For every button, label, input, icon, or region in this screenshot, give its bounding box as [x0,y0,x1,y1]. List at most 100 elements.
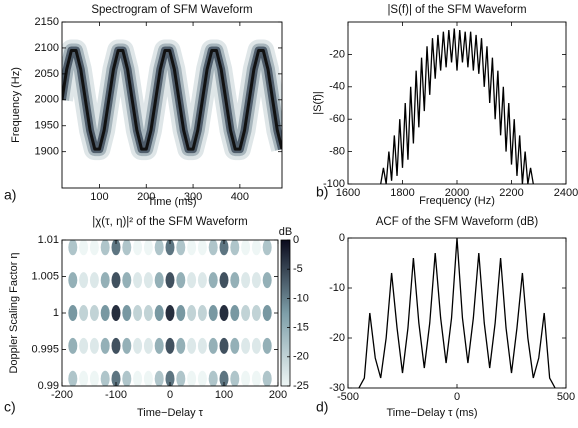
heat-cell [176,337,186,354]
colorbar-tick-label: 0 [293,234,299,246]
colorbar-label: dB [279,226,292,238]
x-axis-label: Time−Delay τ (ms) [386,407,477,419]
heat-cell [100,337,110,354]
axes-frame [347,21,567,185]
y-tick-label: -10 [329,282,345,294]
heat-cell [154,370,164,386]
heat-cell [122,272,132,289]
heat-cell [154,305,164,321]
y-tick-label: -80 [329,146,345,158]
heat-cell [154,337,164,354]
x-tick-label: 200 [269,389,287,401]
x-tick-label: 400 [231,191,249,203]
heat-cell [187,305,197,321]
heat-cell [187,272,197,289]
heat-cell [133,305,143,321]
y-tick-label: -20 [329,332,345,344]
heat-cell [111,370,121,386]
y-tick-label: 1950 [35,120,59,132]
x-tick-label: 300 [184,191,202,203]
heat-cell [111,240,121,256]
heat-cell [187,370,197,386]
heat-cell [230,370,240,386]
colorbar-tick-label: -15 [293,322,309,334]
x-tick-label: 1600 [336,187,360,199]
line [358,238,556,388]
y-tick-label: -30 [329,382,345,394]
heat-cell [133,240,143,256]
heat-cell [187,240,197,256]
heat-cell [230,305,240,321]
y-tick-label: 1 [53,307,59,319]
y-tick-label: 1.01 [38,234,59,246]
heat-cell [143,240,153,256]
colorbar-tick-label: -10 [293,292,309,304]
chart-title: |χ(τ, η)|² of the SFM Waveform [92,216,247,228]
chart-title: |S(f)| of the SFM Waveform [387,4,526,16]
ridge [62,49,282,151]
heat-cell [262,272,272,289]
heat-cell [165,240,175,256]
heat-cell [219,305,229,321]
y-tick-label: -60 [329,113,345,125]
x-tick-label: 2400 [554,187,578,199]
heat-cell [241,240,251,256]
x-tick-label: -500 [337,391,359,403]
x-axis-label: Time−Delay τ [137,407,204,419]
heat-cell [251,305,261,321]
heat-cell [208,305,218,321]
x-axis-label: Time (ms) [147,196,196,208]
heat-cell [122,370,132,386]
y-tick-label: 0.99 [38,380,59,392]
heat-cell [230,272,240,289]
heat-cell [208,240,218,256]
heat-cell [230,337,240,354]
y-axis-label: |S(f)| [312,91,324,114]
y-tick-label: -40 [329,81,345,93]
x-axis-label: Frequency (Hz) [419,195,495,207]
heat-cell [176,272,186,289]
heat-cell [208,272,218,289]
heat-cell [187,337,197,354]
y-tick-label: 2000 [35,94,59,106]
heat-cell [100,370,110,386]
heat-cell [89,240,99,256]
heat-cell [79,370,89,386]
heat-cell [143,305,153,321]
y-axis-label: Frequency (Hz) [10,67,22,143]
heat-cell [219,272,229,289]
heat-cell [230,240,240,256]
heat-cell [111,337,121,354]
heat-cell [68,337,78,354]
heat-cell [165,370,175,386]
x-tick-label: 2200 [499,187,523,199]
y-tick-label: 1.005 [31,270,59,282]
x-tick-label: 0 [454,391,460,403]
y-tick-label: 2150 [35,16,59,28]
plot-area [358,238,556,388]
heat-cell [122,240,132,256]
heat-cell [262,370,272,386]
heat-cell [122,337,132,354]
x-tick-label: 200 [137,191,155,203]
chart-title: Spectrogram of SFM Waveform [91,4,252,16]
plot-area [68,240,272,386]
y-tick-label: 2050 [35,68,59,80]
x-tick-label: 100 [215,389,233,401]
heat-cell [143,337,153,354]
heat-cell [133,337,143,354]
heat-cell [208,337,218,354]
heat-cell [143,272,153,289]
heat-cell [89,272,99,289]
heat-cell [241,370,251,386]
heat-cell [262,240,272,256]
heat-cell [133,370,143,386]
heat-cell [154,272,164,289]
x-tick-label: -200 [51,389,73,401]
plot-area [380,28,534,184]
heat-cell [68,370,78,386]
heat-cell [133,272,143,289]
heat-cell [197,240,207,256]
y-tick-label: 0 [339,232,345,244]
heat-cell [197,272,207,289]
